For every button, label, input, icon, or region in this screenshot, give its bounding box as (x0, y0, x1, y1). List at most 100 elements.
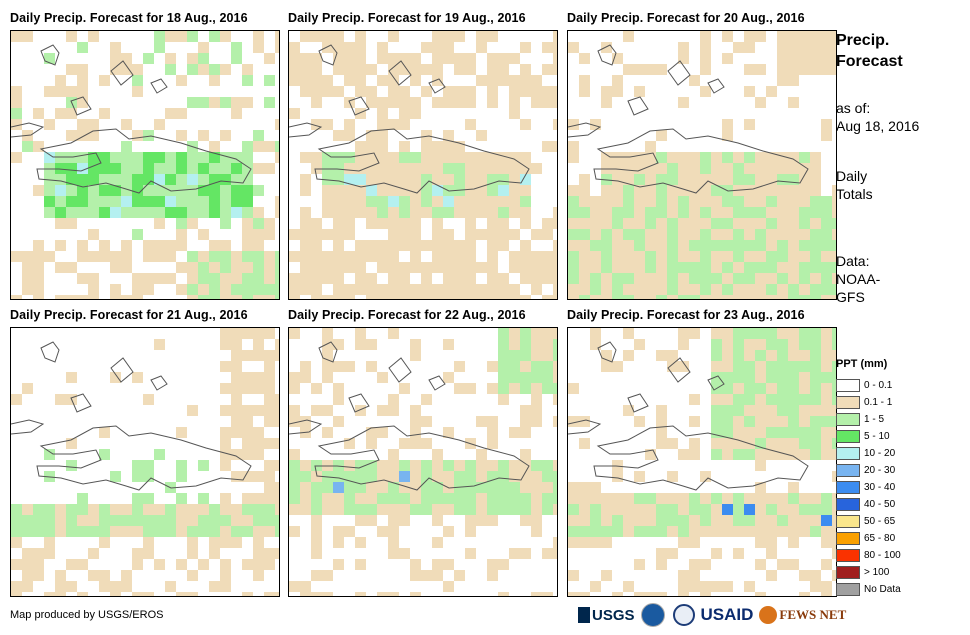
precip-cell (755, 218, 766, 229)
precip-cell (520, 295, 531, 299)
precip-cell (176, 526, 187, 537)
precip-cell (165, 526, 176, 537)
precip-cell (832, 526, 836, 537)
precip-cell (656, 196, 667, 207)
precip-cell (366, 515, 377, 526)
precip-cell (498, 394, 509, 405)
precip-cell (623, 229, 634, 240)
precip-cell (366, 361, 377, 372)
precip-cell (275, 196, 279, 207)
precip-cell (777, 328, 788, 339)
precip-cell (333, 526, 344, 537)
precip-cell (264, 141, 275, 152)
precip-cell (264, 526, 275, 537)
precip-cell (634, 218, 645, 229)
precip-cell (355, 504, 366, 515)
precip-cell (656, 559, 667, 570)
precip-cell (498, 152, 509, 163)
precip-cell (601, 262, 612, 273)
sidebar-asof-date: Aug 18, 2016 (836, 118, 920, 134)
precip-cell (333, 163, 344, 174)
precip-cell (77, 86, 88, 97)
precip-cell (509, 284, 520, 295)
precip-cell (121, 196, 132, 207)
precip-cell (311, 31, 322, 42)
precip-grid (11, 31, 279, 299)
precip-cell (333, 273, 344, 284)
precip-cell (722, 174, 733, 185)
precip-cell (388, 163, 399, 174)
precip-cell (542, 86, 553, 97)
precip-cell (242, 592, 253, 596)
legend-item: 80 - 100 (836, 547, 901, 564)
panel-title-2: Daily Precip. Forecast for 19 Aug., 2016 (288, 11, 526, 25)
precip-cell (744, 185, 755, 196)
precip-cell (788, 394, 799, 405)
precip-cell (33, 185, 44, 196)
precip-cell (810, 196, 821, 207)
precip-cell (242, 350, 253, 361)
precip-cell (667, 526, 678, 537)
precip-cell (264, 75, 275, 86)
coastline-path (627, 393, 649, 413)
precip-cell (220, 240, 231, 251)
precip-cell (788, 493, 799, 504)
precip-cell (322, 86, 333, 97)
precip-cell (799, 493, 810, 504)
precip-cell (711, 515, 722, 526)
precip-cell (689, 185, 700, 196)
precip-cell (832, 427, 836, 438)
precip-cell (667, 438, 678, 449)
precip-cell (355, 284, 366, 295)
precip-cell (590, 284, 601, 295)
precip-cell (22, 548, 33, 559)
precip-cell (289, 383, 300, 394)
precip-cell (509, 383, 520, 394)
precip-cell (612, 273, 623, 284)
precip-cell (176, 493, 187, 504)
legend-swatch (836, 498, 860, 511)
precip-cell (832, 53, 836, 64)
precip-cell (176, 108, 187, 119)
precip-cell (509, 53, 520, 64)
precip-cell (531, 482, 542, 493)
precip-cell (253, 405, 264, 416)
precip-cell (498, 372, 509, 383)
precip-cell (220, 185, 231, 196)
precip-cell (77, 240, 88, 251)
precip-cell (832, 438, 836, 449)
precip-cell (242, 372, 253, 383)
precip-cell (220, 383, 231, 394)
precip-cell (733, 493, 744, 504)
precip-cell (553, 141, 557, 152)
precip-cell (242, 196, 253, 207)
precip-cell (832, 449, 836, 460)
precip-cell (777, 284, 788, 295)
precip-cell (700, 152, 711, 163)
precip-cell (399, 548, 410, 559)
precip-cell (264, 97, 275, 108)
precip-cell (333, 482, 344, 493)
precip-cell (722, 229, 733, 240)
precip-cell (766, 548, 777, 559)
precip-cell (689, 163, 700, 174)
precip-cell (220, 174, 231, 185)
precip-cell (678, 581, 689, 592)
precip-cell (311, 383, 322, 394)
precip-cell (242, 493, 253, 504)
legend-item: 1 - 5 (836, 411, 901, 428)
precip-cell (154, 240, 165, 251)
precip-cell (231, 383, 242, 394)
precip-cell (832, 229, 836, 240)
precip-cell (366, 163, 377, 174)
coastline-path (40, 44, 60, 66)
precip-cell (99, 537, 110, 548)
precip-cell (322, 119, 333, 130)
precip-cell (154, 526, 165, 537)
precip-cell (568, 482, 579, 493)
precip-cell (520, 482, 531, 493)
precip-cell (700, 284, 711, 295)
coastline (289, 341, 530, 491)
precip-cell (821, 64, 832, 75)
precip-cell (77, 130, 88, 141)
